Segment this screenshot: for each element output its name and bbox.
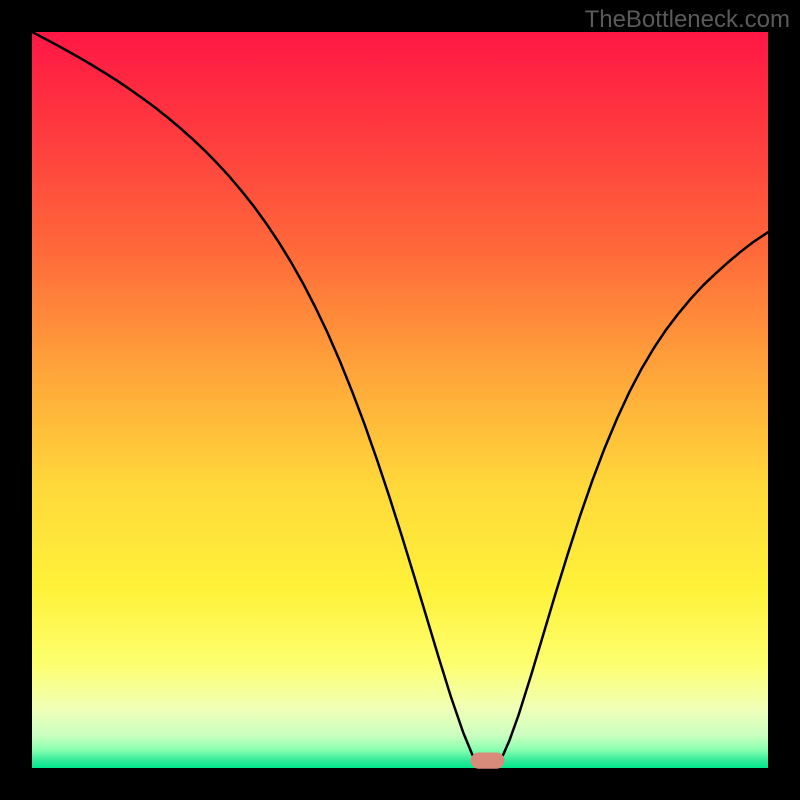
- optimal-marker: [471, 753, 505, 769]
- chart-svg: [0, 0, 800, 800]
- watermark-text: TheBottleneck.com: [585, 6, 790, 34]
- plot-area: [32, 32, 768, 768]
- bottleneck-chart: TheBottleneck.com: [0, 0, 800, 800]
